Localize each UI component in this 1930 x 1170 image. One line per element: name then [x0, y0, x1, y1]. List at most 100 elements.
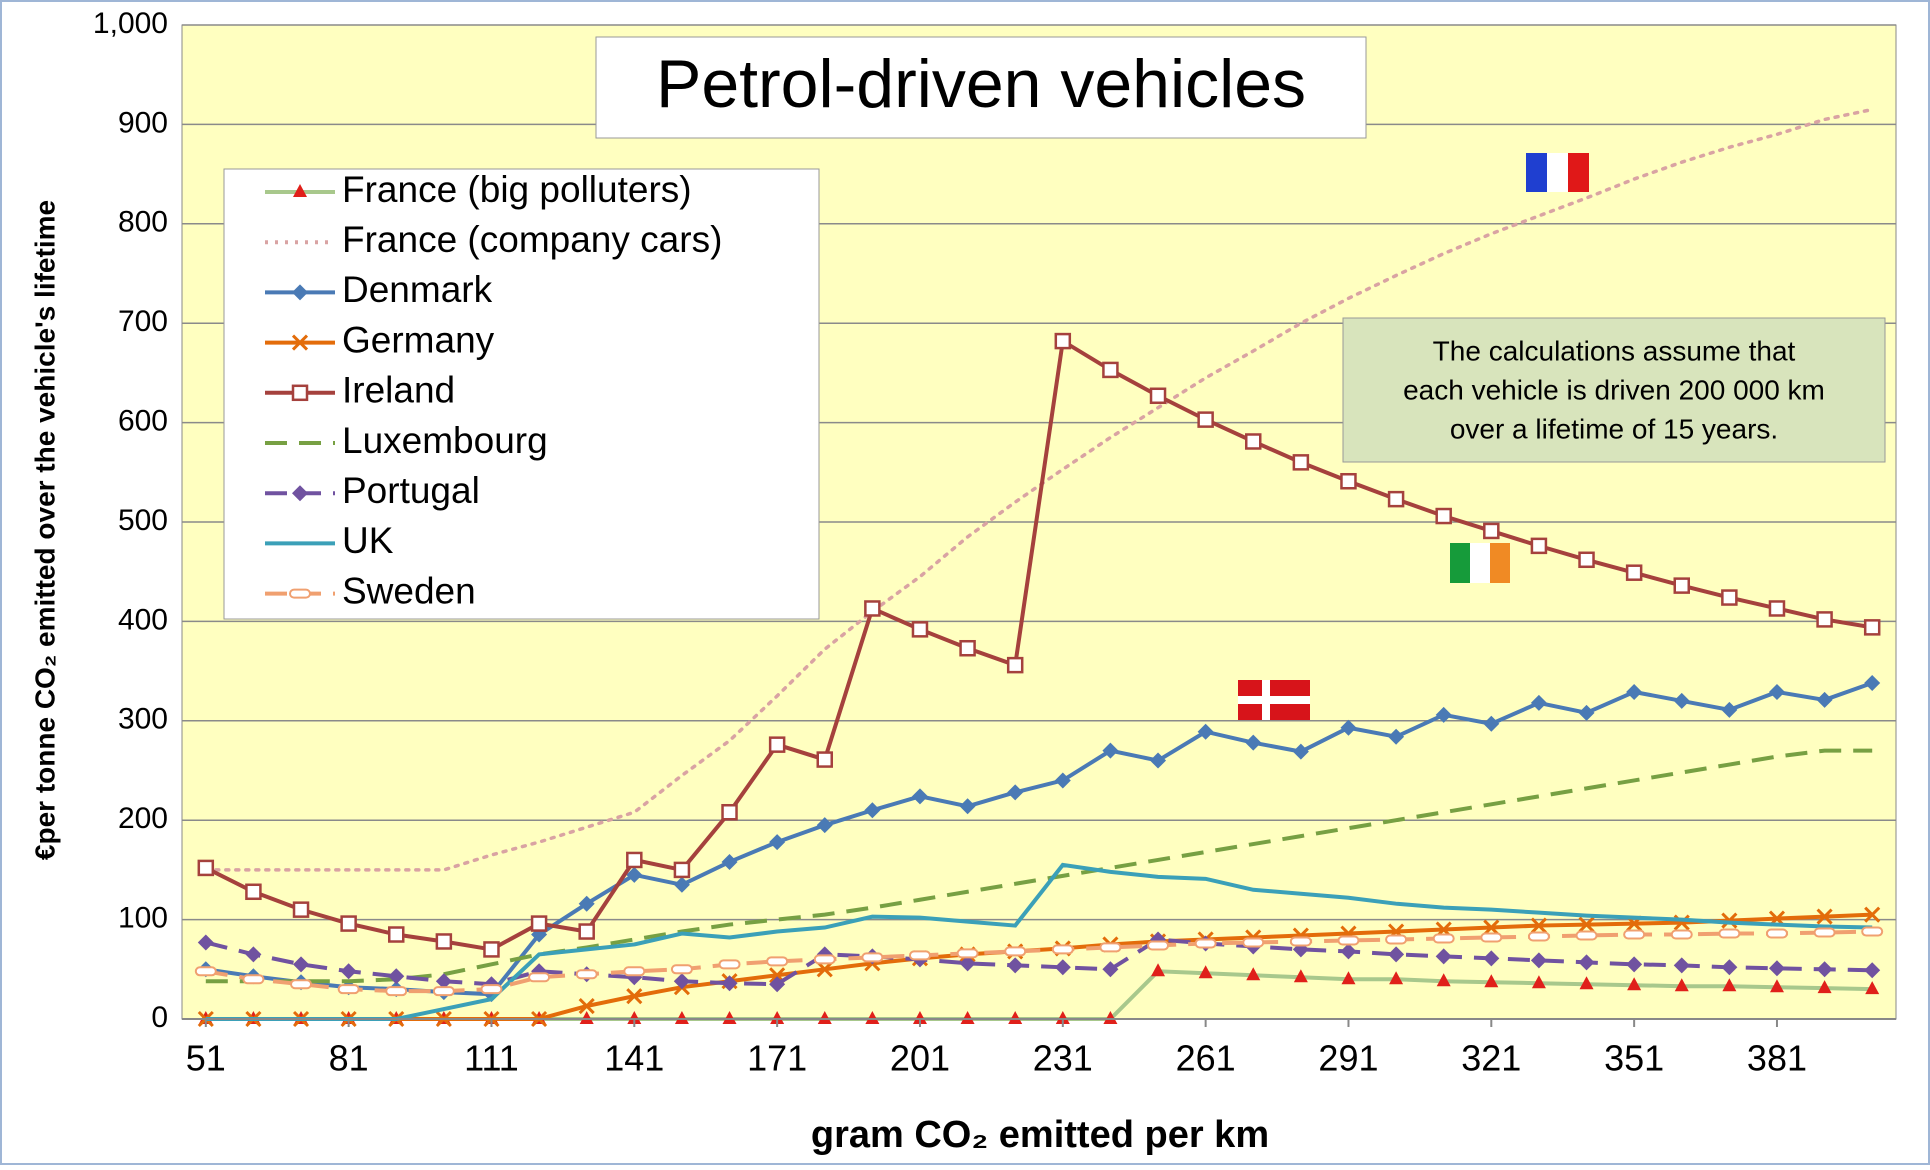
marker — [1816, 961, 1833, 978]
legend-label: UK — [342, 520, 394, 561]
marker — [1670, 929, 1693, 940]
marker — [1149, 387, 1167, 405]
marker — [1151, 963, 1166, 977]
x-tick-label: 141 — [604, 1038, 664, 1079]
marker — [1817, 980, 1832, 994]
marker — [722, 1011, 737, 1024]
marker — [768, 736, 786, 753]
marker — [861, 952, 884, 963]
marker — [1103, 1011, 1118, 1024]
legend-label: France (big polluters) — [342, 169, 692, 210]
marker — [1293, 969, 1308, 983]
marker — [1484, 974, 1499, 988]
marker — [1385, 934, 1408, 945]
x-axis-label: gram CO₂ emitted per km — [811, 1114, 1269, 1156]
marker — [1004, 946, 1027, 957]
marker — [1527, 931, 1550, 942]
marker — [1623, 929, 1646, 940]
marker — [960, 1011, 975, 1024]
marker — [1102, 961, 1119, 978]
legend-entries: France (big polluters) France (company ca… — [265, 169, 722, 611]
note-line: over a lifetime of 15 years. — [1450, 413, 1778, 444]
marker — [1389, 971, 1404, 985]
marker — [1531, 975, 1546, 989]
marker — [1008, 1011, 1023, 1024]
marker — [769, 834, 786, 851]
legend-label: France (company cars) — [342, 219, 722, 260]
x-tick-label: 201 — [890, 1038, 950, 1079]
y-tick-label: 900 — [118, 106, 168, 139]
marker — [1388, 946, 1405, 963]
marker — [1436, 973, 1451, 987]
y-tick-label: 100 — [118, 902, 168, 935]
marker — [1435, 706, 1452, 723]
marker — [1864, 962, 1881, 979]
marker — [1245, 433, 1262, 450]
marker — [911, 788, 928, 805]
marker — [1575, 930, 1598, 941]
marker — [1197, 411, 1214, 428]
marker — [1007, 784, 1024, 801]
chart-title: Petrol-driven vehicles — [656, 46, 1306, 122]
marker — [626, 988, 643, 1005]
marker — [673, 973, 690, 990]
marker — [579, 1011, 594, 1024]
y-tick-label: 600 — [118, 405, 168, 438]
marker — [1054, 772, 1071, 789]
marker — [1197, 723, 1214, 740]
y-tick-label: 400 — [118, 603, 168, 636]
marker — [575, 969, 598, 980]
marker — [813, 954, 836, 965]
marker — [670, 964, 693, 975]
marker — [388, 968, 405, 985]
marker — [1194, 938, 1217, 949]
marker — [959, 639, 976, 657]
marker — [1054, 959, 1071, 976]
marker — [194, 966, 217, 977]
marker — [674, 1011, 689, 1024]
legend-label: Germany — [342, 319, 495, 360]
y-tick-label: 200 — [118, 802, 168, 835]
marker — [1673, 957, 1690, 974]
marker — [1765, 928, 1788, 939]
marker — [816, 961, 833, 978]
marker — [1102, 742, 1119, 759]
y-axis-label: €per tonne CO₂ emitted over the vehicle'… — [29, 200, 60, 860]
marker — [245, 883, 262, 901]
legend-label: Sweden — [342, 570, 476, 611]
y-tick-label: 500 — [118, 504, 168, 537]
marker — [1054, 332, 1072, 350]
marker — [770, 1011, 785, 1024]
marker — [1673, 692, 1690, 709]
marker — [1480, 932, 1503, 943]
marker — [627, 1011, 642, 1024]
marker — [912, 1011, 927, 1024]
marker — [245, 946, 262, 963]
marker — [1816, 908, 1833, 925]
marker — [292, 485, 308, 502]
marker — [1051, 944, 1074, 955]
marker — [911, 621, 929, 638]
marker — [1674, 978, 1689, 992]
x-tick-label: 351 — [1604, 1038, 1664, 1079]
marker — [721, 975, 738, 992]
marker — [1340, 472, 1357, 490]
marker — [1578, 551, 1595, 569]
marker — [1289, 936, 1312, 947]
marker — [578, 998, 595, 1015]
marker — [1150, 752, 1167, 769]
marker — [817, 1011, 832, 1024]
series-lines — [194, 107, 1884, 1028]
marker — [1578, 954, 1595, 971]
marker — [1340, 719, 1357, 736]
marker — [1768, 683, 1785, 700]
marker — [432, 986, 455, 997]
marker — [721, 853, 738, 870]
marker — [1625, 564, 1643, 581]
marker — [959, 798, 976, 815]
marker — [673, 876, 690, 893]
marker — [480, 984, 503, 995]
x-tick-label: 231 — [1033, 1038, 1093, 1079]
marker — [1721, 589, 1738, 606]
marker — [1483, 522, 1500, 540]
